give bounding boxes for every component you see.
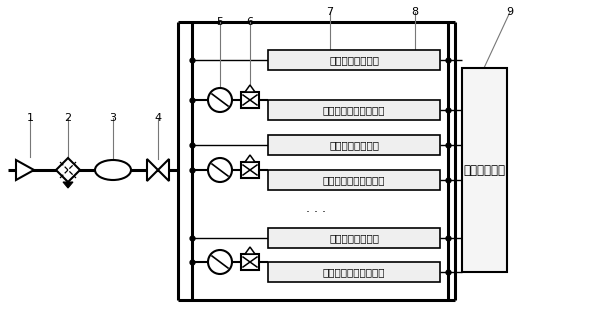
FancyBboxPatch shape [268, 262, 440, 282]
Text: 1: 1 [27, 113, 34, 123]
Text: 8: 8 [411, 7, 419, 17]
Polygon shape [16, 160, 34, 180]
FancyBboxPatch shape [241, 92, 259, 108]
Text: 6: 6 [246, 17, 253, 27]
Polygon shape [245, 247, 255, 254]
Text: 3: 3 [110, 113, 117, 123]
Text: 可编程控制器: 可编程控制器 [464, 163, 506, 176]
Polygon shape [56, 158, 80, 182]
Text: 间歇性大流量用气设备: 间歇性大流量用气设备 [323, 175, 385, 185]
FancyBboxPatch shape [268, 135, 440, 155]
FancyBboxPatch shape [268, 170, 440, 190]
Polygon shape [158, 159, 169, 181]
Circle shape [208, 88, 232, 112]
Polygon shape [147, 159, 158, 181]
Ellipse shape [95, 160, 131, 180]
Polygon shape [63, 182, 73, 188]
Text: 间歇性大流量用气设备: 间歇性大流量用气设备 [323, 105, 385, 115]
Polygon shape [245, 155, 255, 162]
FancyBboxPatch shape [462, 68, 507, 272]
Circle shape [208, 250, 232, 274]
Text: 7: 7 [326, 7, 333, 17]
Text: 其他正常用气设备: 其他正常用气设备 [329, 55, 379, 65]
Circle shape [208, 158, 232, 182]
FancyBboxPatch shape [268, 50, 440, 70]
Text: 其他正常用气设备: 其他正常用气设备 [329, 140, 379, 150]
FancyBboxPatch shape [241, 162, 259, 178]
Text: 间歇性大流量用气设备: 间歇性大流量用气设备 [323, 267, 385, 277]
Polygon shape [245, 85, 255, 92]
Text: 9: 9 [506, 7, 514, 17]
Text: 5: 5 [217, 17, 224, 27]
Text: 其他正常用气设备: 其他正常用气设备 [329, 233, 379, 243]
FancyBboxPatch shape [268, 100, 440, 120]
Text: · · ·: · · · [307, 205, 327, 218]
FancyBboxPatch shape [268, 228, 440, 248]
Text: 4: 4 [155, 113, 162, 123]
FancyBboxPatch shape [241, 254, 259, 270]
Text: 2: 2 [65, 113, 72, 123]
